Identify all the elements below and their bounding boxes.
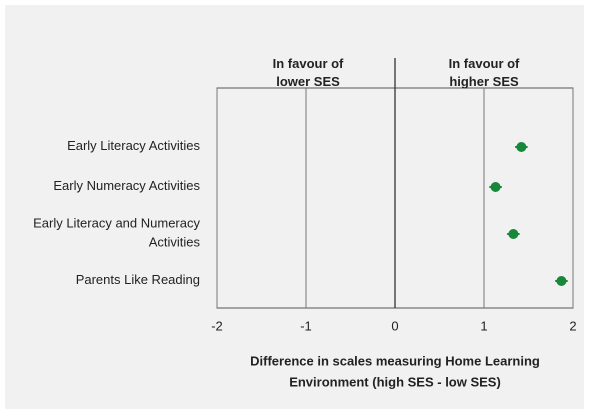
y-tick-label: Parents Like Reading — [76, 272, 200, 287]
background — [5, 5, 584, 409]
annotation: In favour of lower SES — [273, 56, 344, 89]
y-tick-label: Early Numeracy Activities — [53, 178, 200, 193]
text-line: Early Literacy and Numeracy — [33, 216, 200, 231]
y-tick-label: Early Literacy and Numeracy Activities — [33, 216, 200, 250]
dot — [508, 229, 519, 239]
text-line: In favour of — [449, 56, 520, 71]
text-line: higher SES — [449, 74, 519, 89]
text-line: Activities — [149, 235, 201, 250]
text-line: Environment (high SES - low SES) — [289, 375, 501, 390]
annotation: In favour of higher SES — [449, 56, 520, 89]
x-tick-label: -2 — [211, 318, 223, 333]
y-tick-label: Early Literacy Activities — [67, 138, 200, 153]
text-line: Early Literacy Activities — [67, 138, 200, 153]
x-tick-label: 1 — [480, 318, 487, 333]
x-tick-label: 2 — [569, 318, 576, 333]
dot — [556, 276, 567, 286]
x-tick-label: 0 — [391, 318, 398, 333]
text-line: Early Numeracy Activities — [53, 178, 200, 193]
text-line: In favour of — [273, 56, 344, 71]
dot — [490, 182, 501, 192]
text-line: lower SES — [276, 74, 340, 89]
text-line: Difference in scales measuring Home Lear… — [250, 354, 540, 369]
text-line: Parents Like Reading — [76, 272, 200, 287]
dot — [516, 142, 527, 152]
x-tick-label: -1 — [300, 318, 312, 333]
x-axis-title: Difference in scales measuring Home Lear… — [250, 354, 540, 390]
